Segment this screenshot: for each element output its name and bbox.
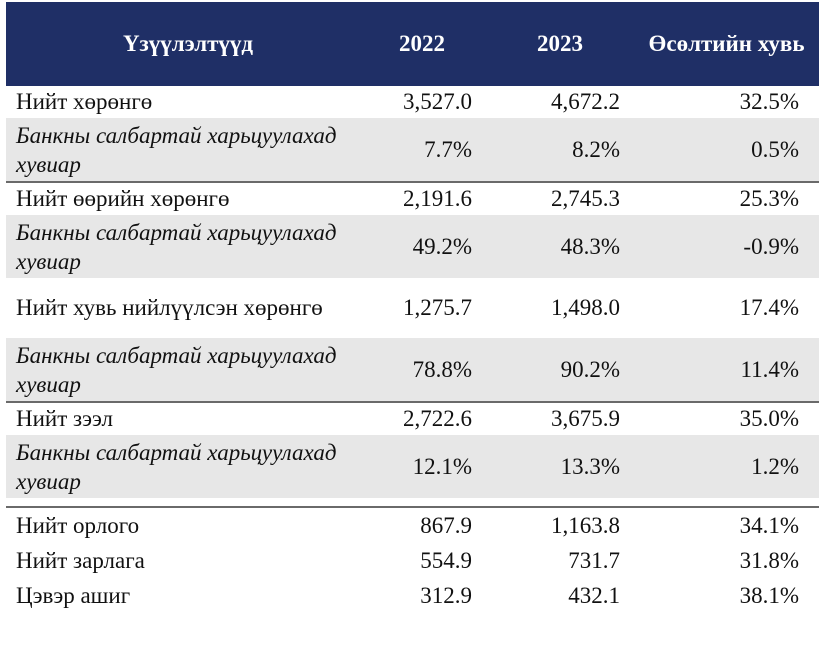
row-label: Цэвэр ашиг	[16, 582, 131, 608]
table-row-equity-share: Банкны салбартай харьцуулахад хувиар 49.…	[6, 215, 819, 278]
value-2022: 312.9	[420, 582, 472, 608]
value-growth: 35.0%	[634, 401, 819, 435]
row-label: Нийт зарлага	[16, 547, 145, 573]
value-2023: 731.7	[568, 547, 620, 573]
value-2022: 867.9	[358, 506, 486, 543]
value-2023: 90.2%	[486, 338, 634, 402]
header-year-2022: 2022	[358, 2, 486, 86]
table-row-capital-share: Банкны салбартай харьцуулахад хувиар 78.…	[6, 338, 819, 402]
table-row-total-equity: Нийт өөрийн хөрөнгө 2,191.6 2,745.3 25.3…	[6, 181, 819, 215]
row-label: Банкны салбартай харьцуулахад хувиар	[6, 435, 358, 498]
table-row-total-loans: Нийт зээл 2,722.6 3,675.9 35.0%	[6, 401, 819, 435]
value-growth: 11.4%	[634, 338, 819, 402]
table-row-total-income: Нийт орлого 867.9 1,163.8 34.1%	[6, 506, 819, 543]
table-row-assets-share: Банкны салбартай харьцуулахад хувиар 7.7…	[6, 118, 819, 182]
table-header: Үзүүлэлтүүд 2022 2023 Өсөлтийн хувь	[6, 2, 819, 86]
value-2022: 3,527.0	[403, 89, 472, 114]
value-2023: 2,745.3	[486, 181, 634, 215]
table-body: Нийт хөрөнгө 3,527.0 4,672.2 32.5% Банкн…	[6, 86, 819, 613]
value-2023: 13.3%	[486, 435, 634, 498]
value-2022: 49.2%	[358, 215, 486, 278]
row-label: Нийт өөрийн хөрөнгө	[6, 181, 358, 215]
row-label: Банкны салбартай харьцуулахад хувиар	[6, 338, 358, 402]
header-indicators: Үзүүлэлтүүд	[6, 2, 358, 86]
row-label: Нийт хөрөнгө	[16, 89, 153, 114]
spacer-row	[6, 498, 819, 507]
table-row-net-profit: Цэвэр ашиг 312.9 432.1 38.1%	[6, 578, 819, 613]
value-2022: 2,722.6	[358, 401, 486, 435]
value-2023: 4,672.2	[551, 89, 620, 114]
row-label: Банкны салбартай харьцуулахад хувиар	[6, 118, 358, 182]
value-2022: 7.7%	[358, 118, 486, 182]
value-2023: 1,163.8	[486, 506, 634, 543]
spacer-cell	[6, 498, 819, 507]
value-growth: 25.3%	[634, 181, 819, 215]
row-label: Банкны салбартай харьцуулахад хувиар	[6, 215, 358, 278]
value-growth: 34.1%	[634, 506, 819, 543]
value-growth: -0.9%	[634, 215, 819, 278]
table-row-paid-in-capital: Нийт хувь нийлүүлсэн хөрөнгө 1,275.7 1,4…	[6, 278, 819, 338]
row-label: Нийт хувь нийлүүлсэн хөрөнгө	[16, 295, 323, 320]
value-2022: 1,275.7	[403, 295, 472, 320]
value-2022: 78.8%	[358, 338, 486, 402]
table-row-loans-share: Банкны салбартай харьцуулахад хувиар 12.…	[6, 435, 819, 498]
value-2022: 2,191.6	[358, 181, 486, 215]
value-2023: 3,675.9	[486, 401, 634, 435]
value-growth: 38.1%	[739, 582, 799, 608]
value-2023: 48.3%	[486, 215, 634, 278]
table-row-total-assets: Нийт хөрөнгө 3,527.0 4,672.2 32.5%	[6, 86, 819, 118]
value-2023: 1,498.0	[551, 295, 620, 320]
value-growth: 1.2%	[634, 435, 819, 498]
value-2023: 432.1	[568, 582, 620, 608]
row-label: Нийт зээл	[6, 401, 358, 435]
header-year-2023: 2023	[486, 2, 634, 86]
value-2023: 8.2%	[486, 118, 634, 182]
financial-indicators-table: Үзүүлэлтүүд 2022 2023 Өсөлтийн хувь Нийт…	[6, 2, 819, 613]
header-row: Үзүүлэлтүүд 2022 2023 Өсөлтийн хувь	[6, 2, 819, 86]
value-2022: 554.9	[420, 547, 472, 573]
table-row-total-expenses: Нийт зарлага 554.9 731.7 31.8%	[6, 543, 819, 578]
row-label: Нийт орлого	[6, 506, 358, 543]
value-growth: 17.4%	[739, 295, 799, 320]
header-growth-percent: Өсөлтийн хувь	[634, 2, 819, 86]
value-growth: 32.5%	[739, 89, 799, 114]
value-2022: 12.1%	[358, 435, 486, 498]
financial-indicators-table-container: Үзүүлэлтүүд 2022 2023 Өсөлтийн хувь Нийт…	[6, 2, 819, 613]
value-growth: 31.8%	[739, 547, 799, 573]
value-growth: 0.5%	[634, 118, 819, 182]
